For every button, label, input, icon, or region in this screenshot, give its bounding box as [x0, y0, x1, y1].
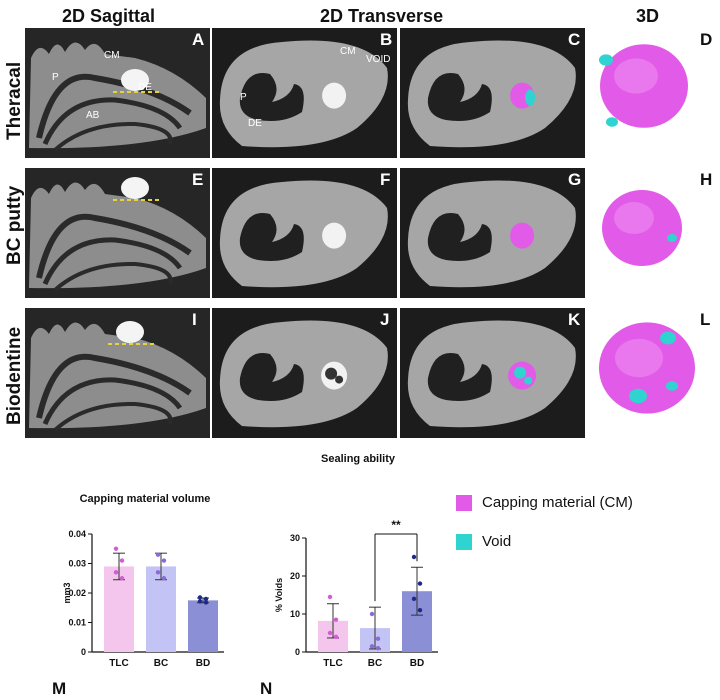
data-point [375, 646, 381, 651]
label-de: DE [248, 118, 262, 129]
data-point [411, 596, 417, 601]
y-tick-label: 20 [290, 571, 300, 581]
bar-bc [146, 566, 176, 652]
data-point [327, 594, 333, 600]
x-tick-label: TLC [323, 658, 342, 669]
panel-letter-b: B [380, 30, 393, 49]
x-tick-label: BD [410, 658, 424, 669]
panel-3d-theracal [592, 24, 696, 154]
data-point [113, 546, 119, 551]
y-tick-label: 0.01 [68, 618, 86, 628]
panel-letter-g: G [568, 170, 582, 189]
significance-label: ** [391, 518, 401, 532]
chart-sealing-ability: Sealing ability 0 10 20 30 % Voids TLC BC BD ** N [260, 453, 438, 698]
header-3d: 3D [636, 6, 660, 26]
row-label-theracal: Theracal [4, 61, 25, 140]
panel-letter-a: A [192, 30, 205, 49]
row-label-bc-putty: BC putty [4, 185, 25, 265]
y-tick-label: 30 [290, 533, 300, 543]
data-point [375, 636, 381, 641]
data-point [155, 552, 161, 557]
y-axis-label: % Voids [274, 578, 284, 612]
data-point [417, 608, 423, 613]
legend-swatch-void [456, 533, 472, 550]
x-tick-label: BC [368, 658, 382, 669]
panel-sagittal-biodentine [25, 308, 210, 438]
label-ab: AB [86, 110, 100, 121]
data-point [197, 595, 203, 600]
panel-transverse-raw-bc-putty [212, 168, 397, 298]
chart-title: Sealing ability [321, 453, 396, 465]
y-tick-label: 0 [81, 647, 86, 657]
panel-letter-l: L [700, 310, 711, 329]
header-transverse: 2D Transverse [320, 6, 444, 26]
data-point [113, 570, 119, 575]
x-tick-label: BC [154, 658, 168, 669]
data-point [203, 596, 209, 602]
panel-letter-e: E [192, 170, 204, 189]
chart-title: Capping material volume [80, 493, 211, 505]
legend-item-capping-material: Capping material (CM) [456, 494, 633, 511]
y-tick-label: 0 [295, 647, 300, 657]
panel-letter-d: D [700, 30, 713, 49]
data-point [161, 558, 167, 563]
panel-transverse-segmented-biodentine [400, 308, 585, 438]
panel-3d-bc-putty [592, 164, 696, 294]
bar-tlc [104, 566, 134, 652]
bar-bd [188, 600, 218, 652]
data-point [161, 576, 167, 581]
x-tick-label: BD [196, 658, 210, 669]
label-p: P [52, 72, 59, 83]
x-tick-label: TLC [109, 658, 128, 669]
data-point [203, 600, 209, 605]
label-cm: CM [104, 50, 120, 61]
data-point [197, 599, 203, 604]
panel-letter-h: H [700, 170, 713, 189]
data-point [369, 611, 375, 617]
panel-letter-k: K [568, 310, 581, 329]
panel-sagittal-theracal [25, 28, 210, 158]
legend-label-cm: Capping material (CM) [482, 494, 633, 511]
panel-3d-biodentine [592, 304, 696, 434]
panel-transverse-raw-biodentine [212, 308, 397, 438]
legend-label-void: Void [482, 533, 512, 550]
y-tick-label: 0.04 [68, 529, 86, 539]
data-point [411, 554, 417, 560]
data-point [327, 630, 333, 636]
data-point [155, 570, 161, 575]
legend-item-void: Void [456, 533, 633, 550]
label-de: DE [138, 82, 152, 93]
panel-letter-c: C [568, 30, 581, 49]
data-point [333, 617, 339, 622]
data-point [119, 576, 125, 581]
panel-letter-i: I [192, 310, 197, 329]
label-void: VOID [366, 54, 391, 65]
panel-sagittal-bc-putty [25, 168, 210, 298]
data-point [417, 581, 423, 586]
legend: Capping material (CM) Void [456, 494, 633, 550]
data-point [333, 634, 339, 639]
y-tick-label: 0.02 [68, 588, 86, 598]
chart-capping-volume: Capping material volume 0 0.01 0.02 0.03 0.04… [52, 493, 224, 698]
panel-letter-m: M [52, 679, 66, 698]
panel-transverse-raw-theracal [212, 28, 397, 158]
data-point [119, 558, 125, 563]
y-tick-label: 0.03 [68, 559, 86, 569]
panel-transverse-segmented-theracal [400, 28, 585, 158]
legend-swatch-cm [456, 494, 472, 511]
panel-letter-n: N [260, 679, 272, 698]
header-sagittal: 2D Sagittal [62, 6, 156, 26]
data-point [369, 644, 375, 649]
label-cm: CM [340, 46, 356, 57]
label-p: P [240, 92, 247, 103]
panel-letter-f: F [380, 170, 391, 189]
panel-transverse-segmented-bc-putty [400, 168, 585, 298]
panel-letter-j: J [380, 310, 390, 329]
row-label-biodentine: Biodentine [4, 326, 25, 425]
y-axis-label: mm3 [62, 582, 72, 603]
y-tick-label: 10 [290, 609, 300, 619]
